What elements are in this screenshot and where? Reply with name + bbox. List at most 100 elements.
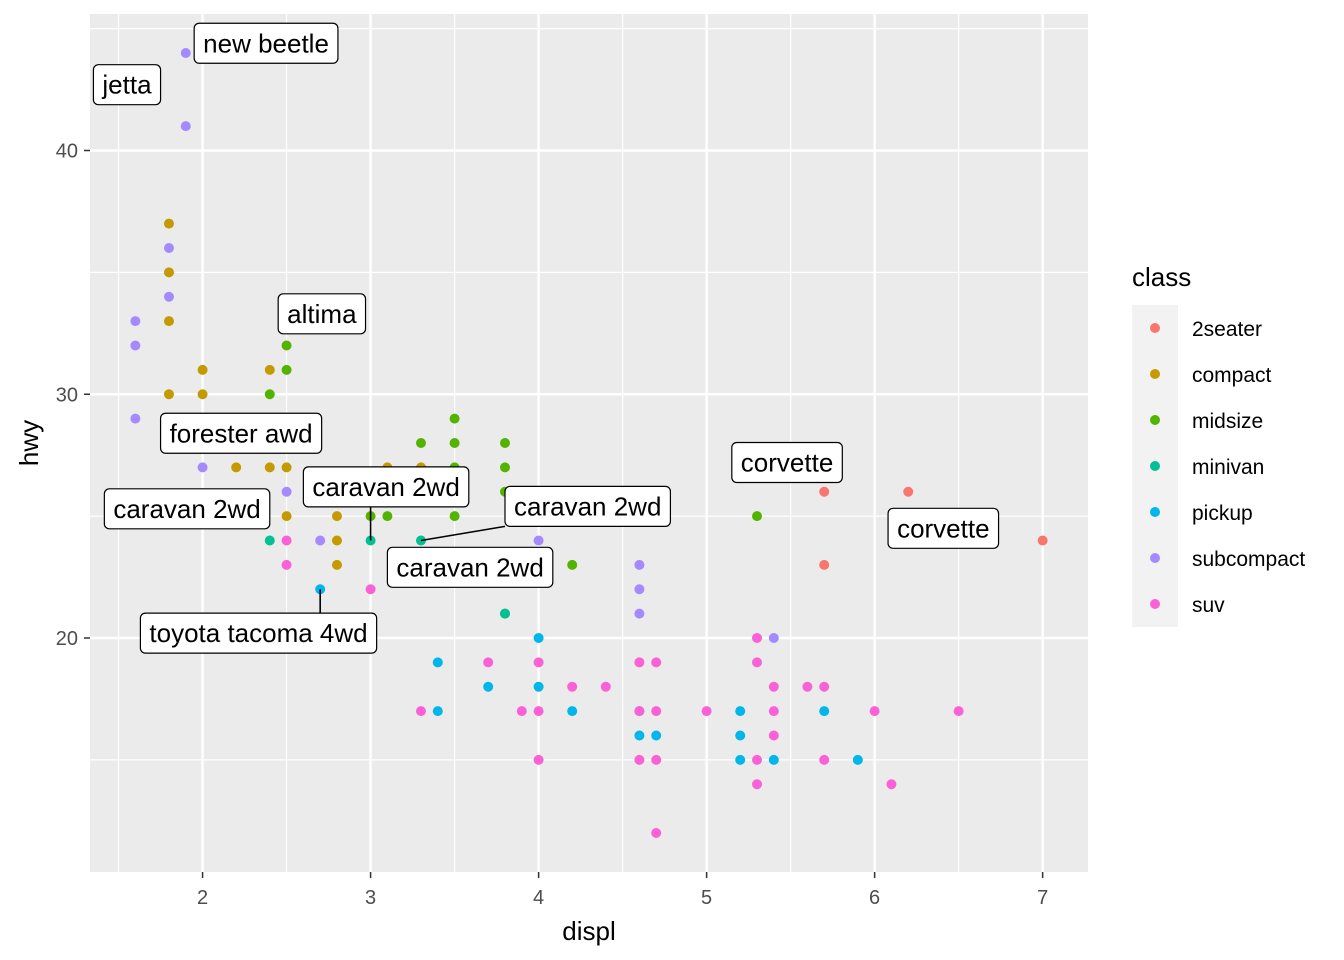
point-label: corvette <box>887 507 1000 549</box>
point <box>651 754 662 765</box>
label-box <box>159 412 323 454</box>
series-2seater <box>819 486 1048 570</box>
point <box>533 535 544 546</box>
point-label: caravan 2wd <box>420 485 672 542</box>
legend-item-suv: suv <box>1150 594 1225 617</box>
point <box>163 291 174 302</box>
point <box>264 535 275 546</box>
legend-label: suv <box>1192 594 1225 617</box>
point <box>600 681 611 692</box>
point <box>869 706 880 717</box>
point <box>483 681 494 692</box>
point <box>533 657 544 668</box>
series-midsize <box>264 340 763 619</box>
point <box>449 438 460 448</box>
label-box <box>193 22 339 64</box>
point <box>180 48 191 58</box>
point <box>163 389 174 400</box>
y-tick-label: 20 <box>56 628 78 650</box>
point <box>499 608 510 619</box>
point-label: altima <box>277 293 367 335</box>
point-labels: new beetle jetta altima forester awd caravan… <box>92 22 1000 654</box>
point <box>634 657 645 668</box>
label-text: caravan 2wd <box>514 491 661 521</box>
legend-key <box>1150 507 1160 517</box>
legend-key <box>1150 461 1160 471</box>
legend-key <box>1150 553 1160 563</box>
point <box>735 706 746 717</box>
point <box>415 438 426 448</box>
point <box>701 706 712 717</box>
label-text: caravan 2wd <box>113 494 260 524</box>
point <box>197 389 208 400</box>
point <box>768 633 779 643</box>
point <box>449 413 460 424</box>
legend-label: 2seater <box>1192 318 1262 341</box>
point-label: new beetle <box>193 22 339 64</box>
point <box>634 706 645 717</box>
point <box>1037 535 1048 546</box>
point <box>382 511 393 522</box>
point <box>533 754 544 765</box>
point <box>634 559 645 570</box>
legend-item-2seater: 2seater <box>1150 318 1262 341</box>
point <box>499 462 510 473</box>
point <box>197 462 208 473</box>
label-box <box>103 488 271 530</box>
label-leader-line <box>420 525 506 542</box>
point <box>432 657 443 668</box>
x-axis-title: displ <box>562 916 615 946</box>
point <box>819 681 830 692</box>
point <box>634 608 645 619</box>
point <box>415 706 426 717</box>
point <box>163 316 174 327</box>
point <box>180 121 191 132</box>
legend-key <box>1150 369 1160 379</box>
point <box>567 706 578 717</box>
label-box <box>92 64 162 106</box>
point <box>768 730 779 741</box>
point <box>533 681 544 692</box>
point <box>886 779 897 790</box>
label-text: toyota tacoma 4wd <box>149 618 367 648</box>
label-box <box>386 546 554 588</box>
point <box>735 730 746 741</box>
point <box>281 462 292 473</box>
point <box>130 316 141 327</box>
point <box>567 681 578 692</box>
point <box>197 364 208 375</box>
label-text: new beetle <box>203 28 329 58</box>
point <box>819 486 830 497</box>
legend-title: class <box>1132 262 1191 292</box>
point <box>315 535 326 546</box>
point <box>449 511 460 522</box>
point <box>768 754 779 765</box>
point <box>802 681 813 692</box>
point <box>634 584 645 595</box>
legend-item-compact: compact <box>1150 364 1272 387</box>
point <box>483 657 494 668</box>
point <box>281 559 292 570</box>
series-pickup <box>315 584 863 765</box>
point <box>903 486 914 497</box>
point <box>819 706 830 717</box>
point <box>651 828 662 838</box>
point <box>163 243 174 253</box>
label-text: corvette <box>897 513 990 543</box>
point <box>281 340 292 351</box>
point <box>651 730 662 741</box>
label-text: caravan 2wd <box>396 552 543 582</box>
point <box>130 413 141 424</box>
data-points <box>130 48 1048 838</box>
point-label: caravan 2wd <box>302 466 470 541</box>
point <box>432 706 443 717</box>
point <box>516 706 527 717</box>
point <box>752 754 763 765</box>
point <box>231 462 242 473</box>
point <box>735 754 746 765</box>
legend-item-midsize: midsize <box>1150 410 1263 433</box>
point <box>651 706 662 717</box>
point <box>634 754 645 765</box>
x-tick-label: 3 <box>365 887 376 909</box>
